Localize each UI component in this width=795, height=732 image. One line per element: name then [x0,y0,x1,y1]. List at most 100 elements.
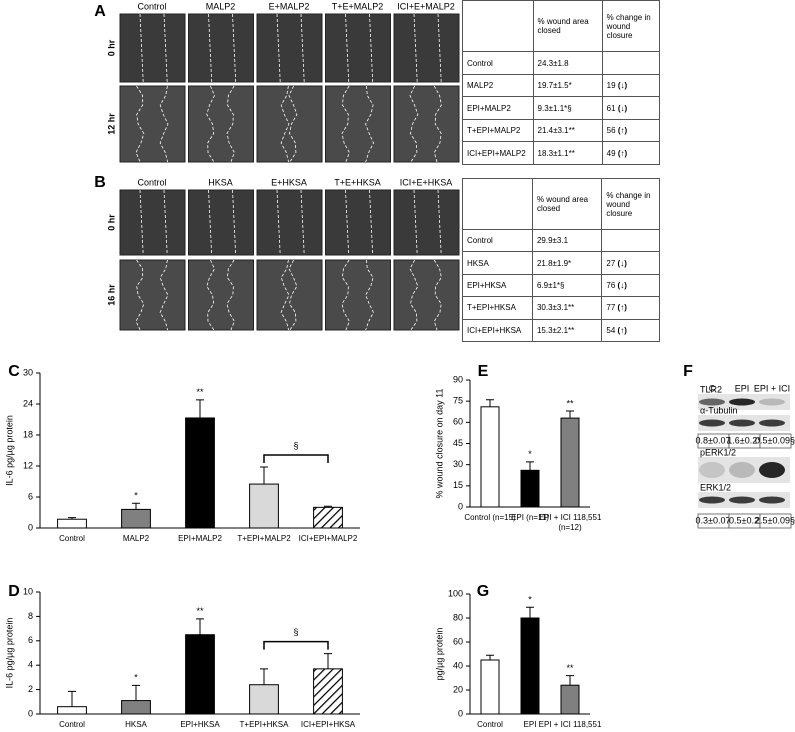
y-tick-label: 4 [28,660,33,670]
x-tick-label: EPI+MALP2 [178,534,222,543]
wound-edge [232,13,237,83]
bar [57,706,87,715]
panel-letter: B [94,174,106,191]
wound-edge [280,85,290,163]
quant-value: 0.5±0.2 [729,515,759,525]
row-label-cell: Control [462,229,533,253]
change-cell: 56 (↑) [601,118,661,143]
wound-edge [288,85,298,163]
x-tick-label: Control [59,534,85,543]
wound-edge [226,85,235,163]
change-arrow: (↓) [617,81,628,91]
micrograph [188,259,254,331]
significance: ** [566,663,574,673]
change-value: 49 [606,148,616,158]
change-arrow: (↓) [617,103,628,113]
error-bar [132,502,140,510]
wound-edge [163,189,168,256]
wound-edge [369,13,374,83]
lane-label: EPI + ICI [754,383,790,393]
value-cell: 29.9±3.1 [531,229,603,253]
change-arrow: (↑) [617,325,627,335]
value-cell: 24.3±1.8 [532,51,603,75]
wound-edge [341,85,350,163]
bar [249,684,279,715]
panel-letter: E [478,363,489,380]
column-label: MALP2 [206,1,236,11]
x-tick-label: Control (n=15) [464,513,516,522]
y-axis-label: IL-6 pg/µg protein [4,618,14,689]
x-tick-label: EPI + ICI 118,551 [538,720,602,729]
wound-edge [163,13,168,83]
bracket-label: § [293,627,298,637]
row-label-cell: ICI+EPI+HKSA [462,318,533,343]
micrograph [256,13,323,83]
bar [560,684,580,715]
header-cell: % change in wound closure [601,177,660,231]
bar [560,417,580,508]
blot-band [729,496,755,504]
wound-edge [159,85,169,163]
quant-value: 0.3±0.07 [696,515,731,525]
wound-edge [135,259,145,331]
lane-label: C [709,383,716,393]
row-label-cell: MALP2 [462,73,534,98]
x-tick-label: T+EPI+MALP2 [237,534,291,543]
wound-edge [437,13,442,83]
blot-label: TLR2 [700,384,722,394]
y-tick-label: 90 [453,374,463,384]
change-cell: 27 (↓) [601,251,660,275]
change-arrow: (↑) [617,303,627,313]
value-cell: 21.8±1.9* [531,251,603,275]
significance: ** [196,606,204,616]
change-arrow: (↑) [617,148,628,158]
panel-letter: G [477,583,489,600]
x-tick-label: ICI+EPI+MALP2 [298,534,358,543]
row-label-cell: T+EPI+MALP2 [462,118,534,143]
micrograph [256,85,323,163]
y-tick-label: 24 [23,398,33,408]
change-value: 27 [606,258,616,268]
change-value: 77 [606,303,616,313]
table-row: EPI+HKSA 6.9±1*§ 76 (↓) [462,273,660,298]
error-bar [566,675,574,686]
bracket [263,454,329,464]
blot-band [729,462,755,478]
table-row: T+EPI+HKSA 30.3±3.1** 77 (↑) [462,296,660,320]
change-value: 56 [606,126,616,136]
blot-band [729,419,755,427]
y-tick-label: 6 [28,635,33,645]
bar [185,417,215,529]
significance: ** [196,387,204,397]
micrograph [393,13,460,83]
quant-value: 1.6±0.2* [727,435,761,445]
value-cell: 21.4±3.1** [532,118,603,143]
blot-band [759,462,785,478]
x-tick-label: MALP2 [122,534,150,543]
wound-edge [300,189,305,256]
header-cell [462,177,533,231]
error-bar [132,684,140,701]
panel-letter: A [94,3,106,20]
bar [249,483,279,529]
quant-value: 0.5±0.09§ [755,435,795,445]
blot-band [729,398,755,406]
wound-edge [433,85,442,163]
change-cell: 77 (↑) [601,296,660,320]
bar [520,617,540,715]
y-tick-label: 60 [453,417,463,427]
y-tick-label: 15 [453,480,463,490]
change-cell: 76 (↓) [601,273,660,298]
y-tick-label: 12 [23,460,33,470]
wound-edge [276,189,281,256]
x-tick-label: EPI + ICI 118,551 (n=12) [538,513,602,532]
change-cell [601,229,660,253]
y-tick-label: 75 [453,396,463,406]
panel-letter: F [683,363,693,380]
y-tick-label: 30 [23,367,33,377]
micrograph [325,189,391,256]
change-value: 76 [606,281,616,291]
micrograph [119,259,186,331]
column-label: T+E+HKSA [334,177,381,187]
